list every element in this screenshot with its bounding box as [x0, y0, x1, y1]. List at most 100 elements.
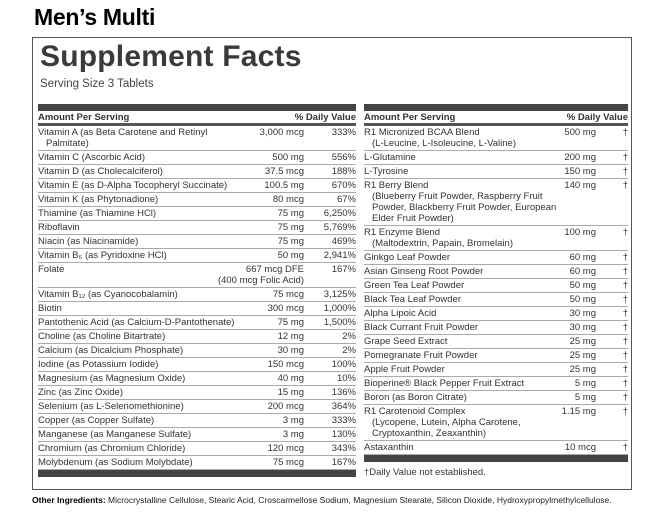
nutrient-row: Niacin (as Niacinamide) 75 mg 469% [38, 235, 356, 249]
amount: 25 mg [445, 364, 596, 375]
left-column: Amount Per Serving % Daily Value Vitamin… [38, 104, 356, 477]
right-rows: R1 Micronized BCAA Blend (L-Leucine, L-Is… [364, 126, 628, 455]
amount-value: 75 mcg [272, 289, 304, 300]
divider-bar [38, 470, 356, 477]
daily-value: 364% [331, 401, 356, 412]
nutrient-row: Selenium (as L-Selenomethionine) 200 mcg 3… [38, 400, 356, 414]
nutrient-row: Apple Fruit Powder 25 mg † [364, 363, 628, 377]
nutrient-row: Manganese (as Manganese Sulfate) 3 mg 130% [38, 428, 356, 442]
nutrient-name: Copper (as Copper Sulfate) [38, 415, 154, 426]
nutrient-row: Vitamin A (as Beta Carotene and Retinyl P… [38, 126, 356, 151]
amount: 500 mg [145, 152, 304, 163]
nutrient-label: Black Tea Leaf Powder [364, 294, 461, 305]
nutrient-detail: (Maltodextrin, Papain, Bromelain) [372, 238, 513, 249]
nutrient-row: Iodine (as Potassium Iodide) 150 mcg 100% [38, 358, 356, 372]
daily-value: 5,769% [323, 222, 356, 233]
amount-value: 5 mg [574, 378, 596, 389]
amount: 150 mg [408, 166, 596, 177]
nutrient-name: Thiamine (as Thiamine HCl) [38, 208, 156, 219]
nutrient-row: R1 Enzyme Blend (Maltodextrin, Papain, Br… [364, 226, 628, 251]
daily-value: † [622, 336, 628, 347]
nutrient-name: Zinc (as Zinc Oxide) [38, 387, 123, 398]
daily-value: 2% [342, 345, 356, 356]
amount: 75 mcg [178, 289, 304, 300]
amount-value: 75 mg [277, 317, 304, 328]
daily-value: 167% [331, 457, 356, 468]
nutrient-label: Vitamin A (as Beta Carotene and Retinyl [38, 127, 208, 138]
nutrient-name: Green Tea Leaf Powder [364, 280, 464, 291]
nutrient-label: Astaxanthin [364, 442, 414, 453]
amount-value: 75 mcg [272, 457, 304, 468]
amount: 50 mg [464, 280, 596, 291]
amount: 1.15 mg [556, 406, 596, 439]
daily-value: † [622, 152, 628, 163]
amount-value: 150 mcg [267, 359, 304, 370]
amount-detail: (400 mcg Folic Acid) [217, 275, 304, 286]
daily-value: † [622, 280, 628, 291]
daily-value: 333% [331, 415, 356, 426]
divider-bar [38, 104, 356, 111]
amount: 30 mg [183, 345, 304, 356]
amount-value: 30 mg [277, 345, 304, 356]
right-column: Amount Per Serving % Daily Value R1 Micr… [364, 104, 628, 479]
amount: 50 mg [167, 250, 304, 261]
nutrient-label: Selenium (as L-Selenomethionine) [38, 401, 184, 412]
nutrient-row: Black Currant Fruit Powder 30 mg † [364, 321, 628, 335]
amount-value: 100 mg [564, 227, 596, 238]
amount-value: 15 mg [277, 387, 304, 398]
amount: 200 mg [416, 152, 596, 163]
amount: 75 mcg [193, 457, 304, 468]
amount: 10 mcg [414, 442, 596, 453]
amount-value: 667 mcg DFE [245, 264, 304, 275]
daily-value: 136% [331, 387, 356, 398]
nutrient-row: Vitamin E (as D-Alpha Tocopheryl Succina… [38, 179, 356, 193]
daily-value: 10% [336, 373, 356, 384]
divider-bar [364, 104, 628, 111]
other-ingredients-label: Other Ingredients: [32, 495, 106, 505]
nutrient-label: Apple Fruit Powder [364, 364, 445, 375]
nutrient-label: Asian Ginseng Root Powder [364, 266, 484, 277]
nutrient-row: Bioperine® Black Pepper Fruit Extract 5 m… [364, 377, 628, 391]
amount-value: 120 mcg [267, 443, 304, 454]
daily-value: 1,000% [323, 303, 356, 314]
nutrient-row: Folate 667 mcg DFE (400 mcg Folic Acid) 167… [38, 263, 356, 288]
amount-value: 10 mcg [564, 442, 596, 453]
nutrient-name: Selenium (as L-Selenomethionine) [38, 401, 184, 412]
nutrient-row: Alpha Lipoic Acid 30 mg † [364, 307, 628, 321]
daily-value: 100% [331, 359, 356, 370]
amount-value: 25 mg [569, 364, 596, 375]
nutrient-row: Boron (as Boron Citrate) 5 mg † [364, 391, 628, 405]
nutrient-row: Molybdenum (as Sodium Molybdate) 75 mcg 16… [38, 456, 356, 470]
amount: 667 mcg DFE (400 mcg Folic Acid) [64, 264, 304, 286]
nutrient-row: Pomegranate Fruit Powder 25 mg † [364, 349, 628, 363]
amount-value: 25 mg [569, 336, 596, 347]
amount: 60 mg [450, 252, 596, 263]
nutrient-label: Niacin (as Niacinamide) [38, 236, 139, 247]
nutrient-label: Manganese (as Manganese Sulfate) [38, 429, 192, 440]
daily-value: † [622, 294, 628, 305]
nutrient-label: Vitamin B₁₂ (as Cyanocobalamin) [38, 289, 178, 300]
nutrient-name: Biotin [38, 303, 62, 314]
amount-value: 3,000 mcg [259, 127, 304, 138]
daily-value: † [622, 166, 628, 177]
nutrient-label: Bioperine® Black Pepper Fruit Extract [364, 378, 525, 389]
nutrient-label: Green Tea Leaf Powder [364, 280, 465, 291]
amount: 80 mcg [158, 194, 304, 205]
nutrient-name: Vitamin B₆ (as Pyridoxine HCl) [38, 250, 167, 261]
footnote: †Daily Value not established. [364, 467, 486, 478]
daily-value: 2% [342, 331, 356, 342]
amount: 140 mg [558, 180, 596, 224]
amount: 500 mg [516, 127, 596, 149]
daily-value: † [622, 322, 628, 333]
amount: 12 mg [165, 331, 304, 342]
daily-value: † [622, 127, 628, 138]
daily-value: 1,500% [323, 317, 356, 328]
nutrient-row: Biotin 300 mcg 1,000% [38, 302, 356, 316]
daily-value: 67% [336, 194, 356, 205]
amount-value: 50 mg [569, 280, 596, 291]
amount: 120 mcg [185, 443, 304, 454]
daily-value: † [622, 392, 628, 403]
amount: 3,000 mcg [207, 127, 304, 149]
daily-value: † [622, 406, 628, 417]
nutrient-detail: Palmitate) [46, 138, 89, 149]
